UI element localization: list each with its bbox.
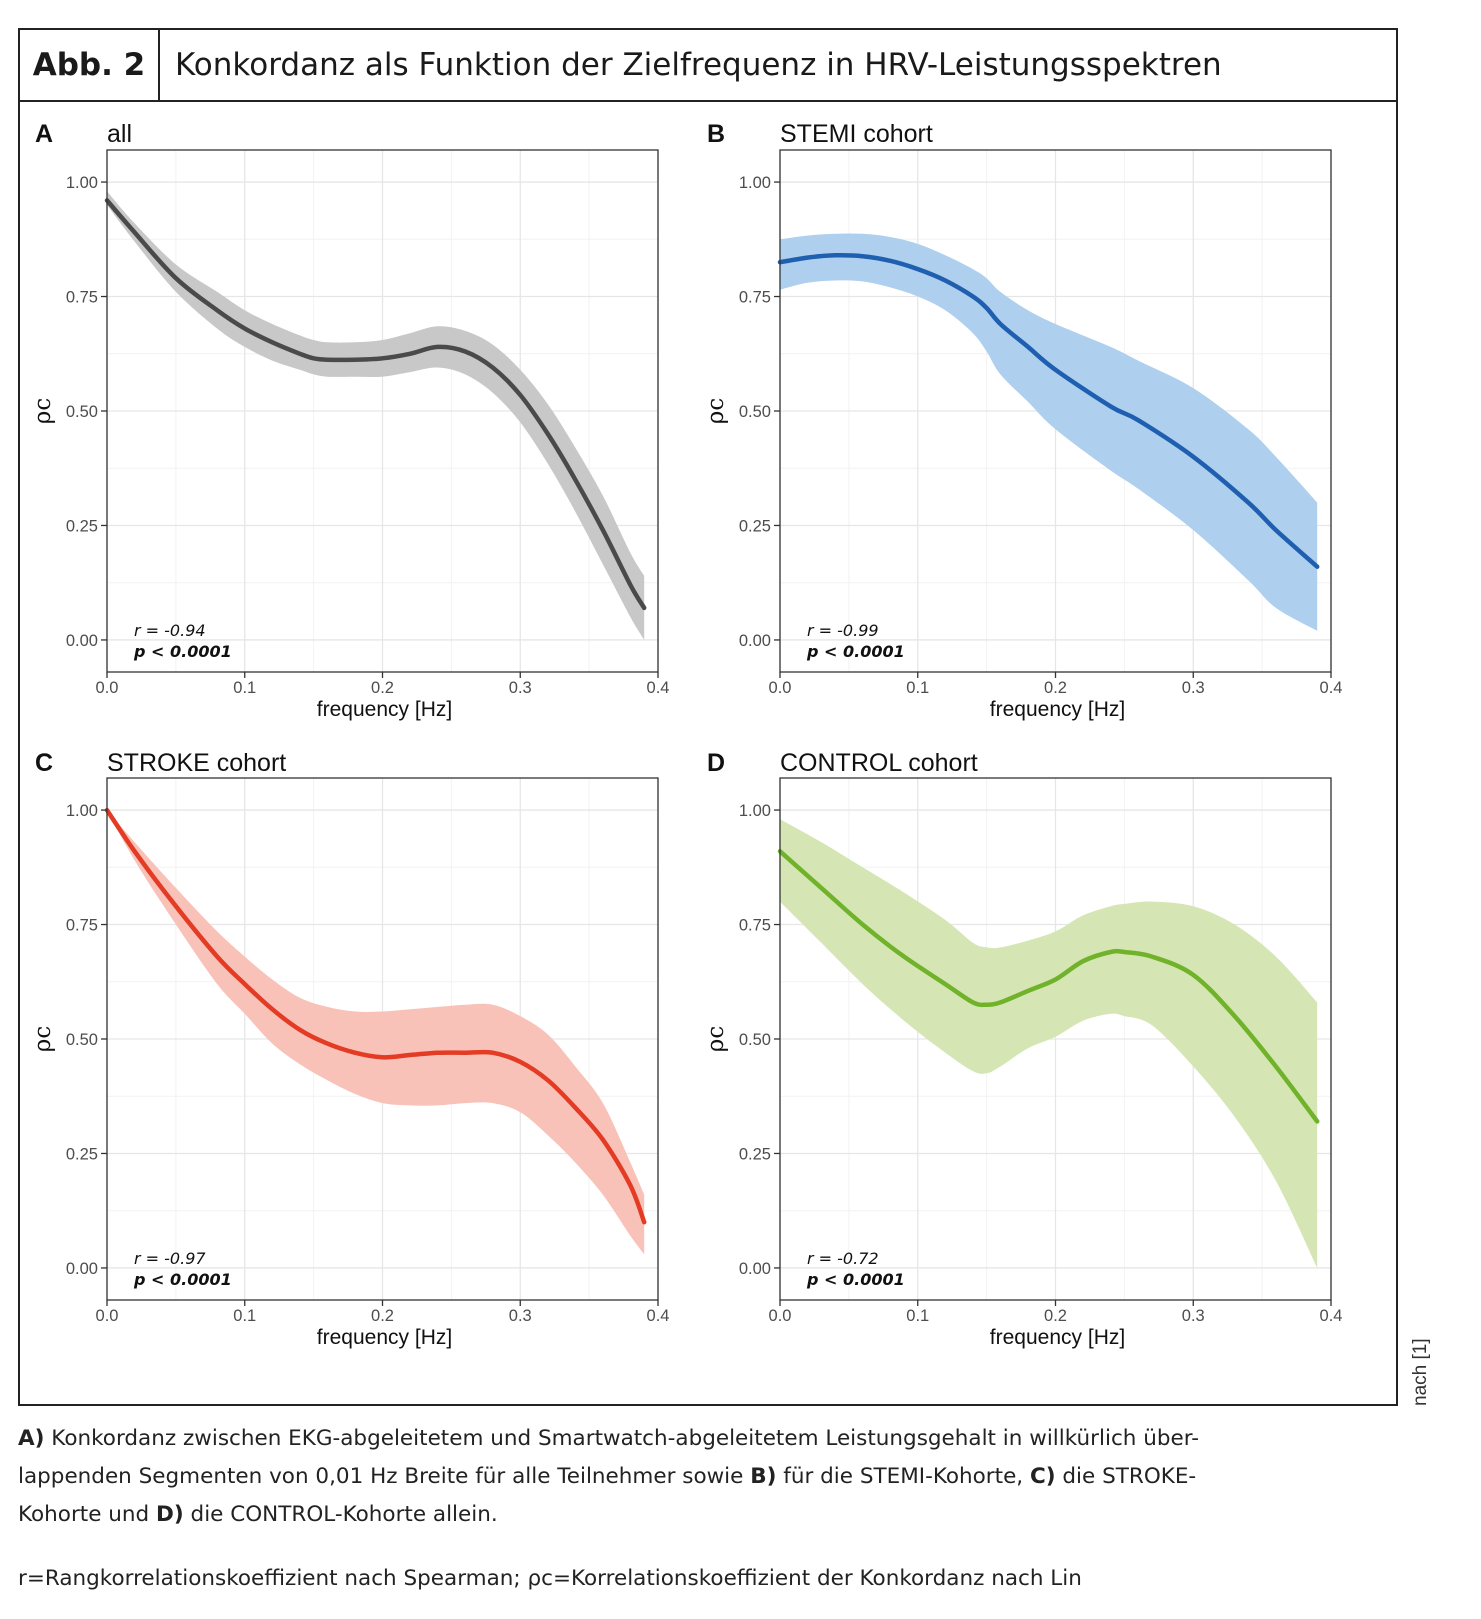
panel-a-y-tick-label: 0.25: [66, 517, 98, 535]
figure-title: Konkordanz als Funktion der Zielfrequenz…: [175, 47, 1222, 83]
panel-c-y-axis-label: ρc: [30, 1026, 56, 1052]
panel-c-y-tick-label: 0.25: [66, 1145, 98, 1163]
panel-d-confidence-band: [780, 819, 1318, 1268]
caption-text-1: Konkordanz zwischen EKG-abgeleitetem und…: [44, 1426, 1199, 1451]
figure-header: Abb. 2 Konkordanz als Funktion der Zielf…: [20, 30, 1396, 102]
panel-b-x-tick-label: 0.3: [1182, 679, 1205, 697]
panel-b-y-tick-label: 0.25: [739, 517, 771, 535]
panel-c-y-tick-label: 0.50: [66, 1031, 98, 1049]
panel-b-x-tick-label: 0.1: [906, 679, 929, 697]
figure-label: Abb. 2: [20, 30, 160, 100]
panel-d-x-tick-label: 0.1: [906, 1307, 929, 1325]
panel-d-letter: D: [707, 749, 725, 777]
caption-text-5: Kohorte und: [18, 1502, 157, 1527]
source-note: nach [1]: [1410, 1338, 1431, 1406]
panel-d-y-tick-label: 0.25: [739, 1145, 771, 1163]
panel-d-series-line: [777, 849, 1320, 1124]
panel-c-series-line: [104, 807, 647, 1225]
panel-d-y-tick-label: 0.00: [739, 1260, 771, 1278]
panel-b-x-tick-label: 0.4: [1320, 679, 1343, 697]
panel-a-stat-p: p < 0.0001: [133, 642, 232, 661]
panel-a-confidence-band: [107, 191, 645, 640]
panel-b-x-tick-label: 0.2: [1044, 679, 1067, 697]
panel-a-y-tick-label: 0.75: [66, 289, 98, 307]
caption-text-6: die CONTROL-Kohorte allein.: [183, 1502, 498, 1527]
panel-b-stat-r: r = -0.99: [807, 621, 879, 640]
caption-ref-a: A): [18, 1426, 45, 1451]
panel-d-stat-p: p < 0.0001: [806, 1270, 905, 1289]
panel-a-y-axis-label: ρc: [30, 398, 56, 424]
panel-a-title: all: [107, 120, 132, 148]
caption-text-3: für die STEMI-Kohorte,: [776, 1464, 1030, 1489]
panel-c-stat-r: r = -0.97: [134, 1249, 206, 1268]
panel-c-x-tick-label: 0.3: [509, 1307, 532, 1325]
abbreviation-legend: r=Rangkorrelationskoeffizient nach Spear…: [18, 1566, 1082, 1591]
panel-c-stat-p: p < 0.0001: [133, 1270, 232, 1289]
panel-b-title: STEMI cohort: [780, 120, 933, 148]
panel-d-x-tick-label: 0.4: [1320, 1307, 1343, 1325]
panel-a-x-tick-label: 0.3: [509, 679, 532, 697]
panel-d-y-tick-label: 1.00: [739, 802, 771, 820]
panel-a-y-tick-label: 1.00: [66, 174, 98, 192]
panel-b-y-tick-label: 0.75: [739, 289, 771, 307]
caption-ref-b: B): [750, 1464, 777, 1489]
panel-a-x-axis-label: frequency [Hz]: [317, 698, 452, 721]
panel-b-x-tick-label: 0.0: [769, 679, 792, 697]
panel-b-y-tick-label: 0.00: [739, 632, 771, 650]
panel-c-title: STROKE cohort: [107, 749, 286, 777]
caption-text-2: lappenden Segmenten von 0,01 Hz Breite f…: [18, 1464, 751, 1489]
panel-b-y-axis-label: ρc: [703, 398, 729, 424]
panel-a-stat-r: r = -0.94: [134, 621, 206, 640]
panel-a-x-tick-label: 0.2: [371, 679, 394, 697]
panel-a-letter: A: [35, 120, 53, 148]
panel-b-letter: B: [707, 120, 725, 148]
panel-c-y-tick-label: 0.75: [66, 917, 98, 935]
panel-b-confidence-band: [780, 233, 1318, 631]
panel-c-y-tick-label: 0.00: [66, 1260, 98, 1278]
caption-ref-d: D): [156, 1502, 184, 1527]
panel-a-y-tick-label: 0.50: [66, 403, 98, 421]
panel-d-x-tick-label: 0.2: [1044, 1307, 1067, 1325]
panel-c-x-tick-label: 0.1: [233, 1307, 256, 1325]
panel-c-x-tick-label: 0.2: [371, 1307, 394, 1325]
panel-b-series-line: [777, 252, 1320, 569]
panel-c-x-tick-label: 0.4: [647, 1307, 670, 1325]
panel-a-x-tick-label: 0.1: [233, 679, 256, 697]
panel-b-x-axis-label: frequency [Hz]: [990, 698, 1125, 721]
panel-c-letter: C: [35, 749, 53, 777]
panel-a-x-tick-label: 0.0: [96, 679, 119, 697]
panel-d-title: CONTROL cohort: [780, 749, 978, 777]
figure-caption: A) Konkordanz zwischen EKG-abgeleitetem …: [18, 1420, 1418, 1534]
panel-d-stat-r: r = -0.72: [807, 1249, 879, 1268]
panel-b-y-tick-label: 1.00: [739, 174, 771, 192]
panel-c-confidence-band: [107, 810, 645, 1255]
panel-d-y-tick-label: 0.75: [739, 917, 771, 935]
panel-b-stat-p: p < 0.0001: [806, 642, 905, 661]
panel-d-x-tick-label: 0.0: [769, 1307, 792, 1325]
panel-d-y-axis-label: ρc: [703, 1026, 729, 1052]
panel-c-x-tick-label: 0.0: [96, 1307, 119, 1325]
caption-text-4: die STROKE-: [1055, 1464, 1197, 1489]
caption-ref-c: C): [1029, 1464, 1056, 1489]
panel-c-y-tick-label: 1.00: [66, 802, 98, 820]
panel-b-y-tick-label: 0.50: [739, 403, 771, 421]
panel-a-x-tick-label: 0.4: [647, 679, 670, 697]
panel-c-x-axis-label: frequency [Hz]: [317, 1326, 452, 1349]
panel-d-y-tick-label: 0.50: [739, 1031, 771, 1049]
panel-a-series-line: [104, 198, 647, 611]
figure-frame: Abb. 2 Konkordanz als Funktion der Zielf…: [18, 28, 1398, 1406]
panel-d-x-axis-label: frequency [Hz]: [990, 1326, 1125, 1349]
panel-d-x-tick-label: 0.3: [1182, 1307, 1205, 1325]
panel-a-y-tick-label: 0.00: [66, 632, 98, 650]
